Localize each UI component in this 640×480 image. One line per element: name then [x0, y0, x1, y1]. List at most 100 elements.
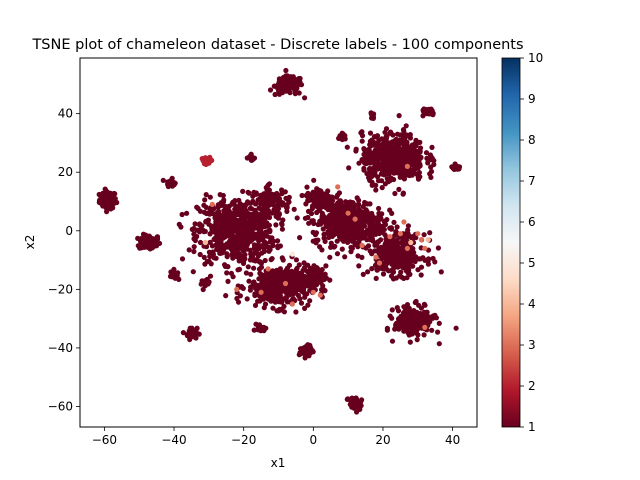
data-point	[396, 316, 402, 322]
data-point	[261, 239, 268, 245]
data-point	[423, 320, 429, 326]
data-point	[319, 267, 325, 273]
data-point	[258, 224, 265, 230]
data-point	[418, 272, 424, 278]
data-point	[258, 192, 264, 198]
data-point	[383, 126, 390, 132]
data-point	[381, 248, 387, 254]
data-point	[343, 199, 349, 205]
data-point	[251, 242, 257, 248]
data-point	[381, 253, 387, 259]
data-point	[191, 236, 197, 242]
data-point	[140, 231, 147, 237]
data-point	[270, 294, 276, 300]
data-point	[422, 324, 428, 330]
data-point	[236, 237, 242, 243]
data-point	[364, 171, 370, 177]
data-point	[392, 258, 398, 264]
y-axis-label: x2	[23, 235, 37, 250]
data-point	[377, 151, 383, 157]
data-point	[214, 214, 220, 220]
data-point	[320, 283, 326, 289]
data-point	[323, 222, 329, 228]
data-point	[280, 200, 286, 206]
data-point	[266, 214, 273, 221]
data-point	[394, 305, 400, 311]
data-point	[359, 242, 365, 248]
data-point	[293, 257, 299, 263]
data-point	[415, 153, 421, 159]
data-point	[256, 276, 262, 282]
data-point	[194, 325, 200, 331]
data-point	[374, 133, 381, 139]
data-point	[257, 270, 263, 276]
data-point	[191, 248, 197, 255]
data-point	[371, 164, 377, 171]
data-point	[405, 255, 412, 262]
data-point	[284, 299, 290, 305]
data-point	[184, 210, 190, 216]
x-tick-label: 20	[375, 433, 390, 447]
data-point	[213, 222, 219, 228]
data-point	[362, 199, 368, 206]
colorbar-axis: 1 2 3 4 5 6 7 8 9 10	[520, 51, 543, 434]
data-point	[261, 210, 267, 217]
data-point	[415, 332, 421, 338]
data-point	[228, 228, 234, 234]
data-point	[345, 206, 351, 212]
data-point	[160, 177, 166, 183]
data-point	[273, 286, 279, 292]
data-point	[411, 318, 417, 324]
data-point	[229, 213, 235, 219]
data-point	[388, 244, 394, 250]
data-point	[334, 230, 340, 236]
data-point	[379, 229, 385, 235]
data-point	[247, 205, 253, 211]
data-point	[345, 233, 351, 239]
data-point	[304, 291, 310, 297]
data-point	[179, 256, 186, 262]
data-point	[241, 229, 248, 235]
data-point	[399, 171, 405, 177]
data-point	[251, 265, 257, 271]
data-point	[294, 265, 300, 271]
data-point	[414, 337, 420, 343]
data-point	[379, 145, 385, 151]
data-point	[202, 239, 208, 246]
data-point	[169, 175, 175, 181]
data-point	[389, 338, 396, 344]
data-point	[345, 396, 351, 402]
data-point	[376, 245, 382, 251]
data-point	[214, 210, 220, 216]
data-point	[409, 168, 415, 174]
data-point	[411, 324, 417, 330]
data-point	[248, 154, 254, 160]
data-point	[396, 260, 402, 266]
data-point	[342, 254, 348, 260]
data-point	[359, 129, 365, 135]
data-point	[259, 214, 265, 220]
data-point	[350, 200, 356, 206]
data-point	[359, 138, 365, 144]
data-point	[323, 263, 329, 269]
data-point	[424, 314, 430, 320]
data-point	[351, 235, 357, 241]
data-point	[345, 210, 351, 216]
data-point	[379, 185, 385, 191]
data-point	[305, 270, 312, 276]
data-point	[328, 240, 334, 246]
data-point	[206, 221, 212, 227]
data-point	[405, 326, 411, 332]
data-point	[246, 235, 252, 241]
data-point	[179, 211, 185, 218]
data-point	[408, 152, 415, 158]
data-point	[425, 256, 432, 262]
data-point	[340, 134, 346, 140]
data-point	[256, 266, 263, 272]
data-point	[387, 234, 393, 240]
data-point	[175, 270, 181, 276]
data-point	[339, 226, 345, 232]
data-point	[415, 176, 422, 182]
data-point	[236, 266, 243, 272]
data-point	[341, 232, 347, 238]
